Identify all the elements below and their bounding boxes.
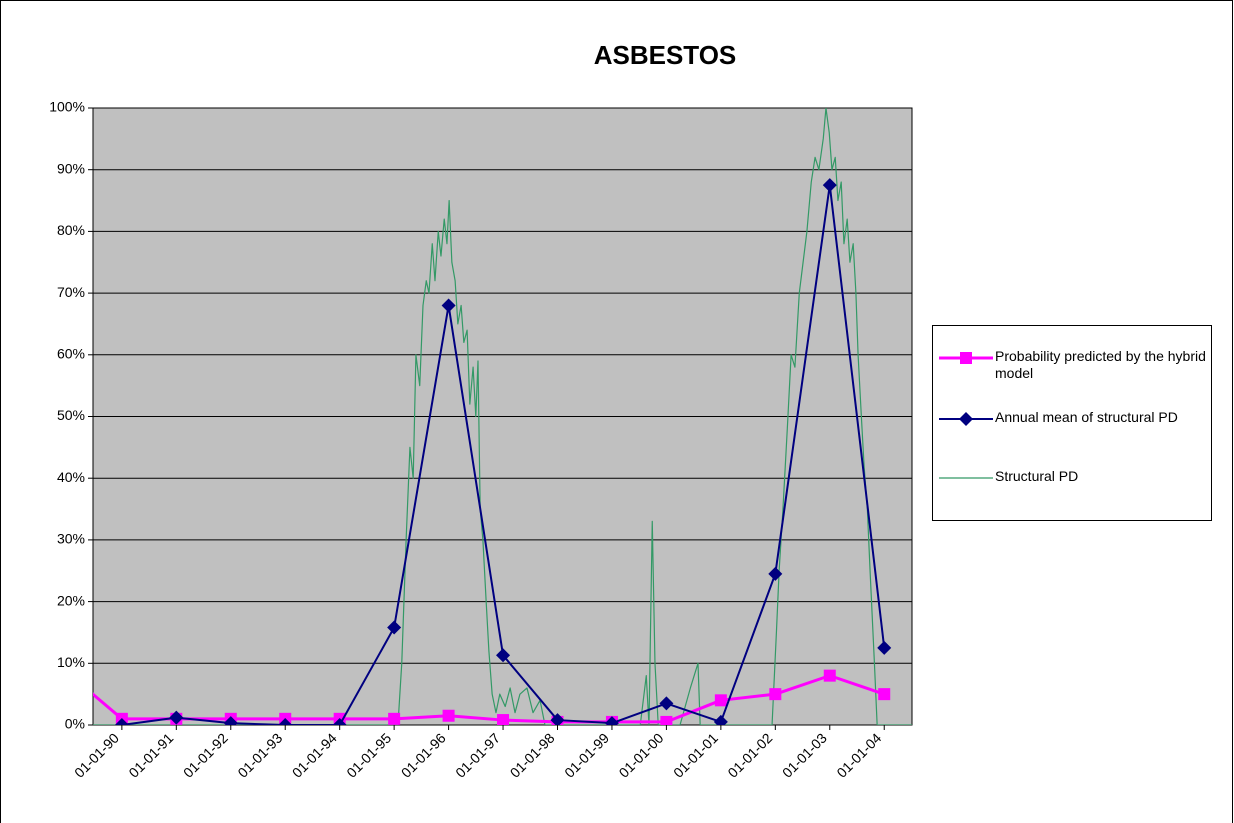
marker	[877, 640, 892, 655]
marker	[278, 718, 293, 725]
marker	[442, 709, 455, 722]
series-line	[93, 108, 912, 725]
legend: Probability predicted by the hybrid mode…	[932, 325, 1212, 521]
y-tick-label: 0%	[65, 716, 85, 732]
marker	[441, 298, 456, 313]
y-tick-label: 70%	[57, 284, 85, 300]
y-tick-label: 80%	[57, 222, 85, 238]
legend-item: Annual mean of structural PD	[933, 409, 1213, 449]
marker	[332, 718, 347, 725]
series-line	[93, 674, 885, 724]
marker	[387, 620, 402, 635]
marker	[714, 694, 727, 707]
marker	[169, 710, 184, 725]
legend-swatch	[939, 412, 993, 426]
marker	[388, 712, 401, 725]
legend-swatch	[939, 477, 993, 479]
y-tick-label: 10%	[57, 654, 85, 670]
y-tick-label: 30%	[57, 531, 85, 547]
legend-item: Structural PD	[933, 468, 1213, 508]
y-tick-label: 100%	[49, 99, 85, 115]
marker	[822, 178, 837, 193]
marker	[659, 696, 674, 711]
marker	[769, 688, 782, 701]
legend-marker	[960, 352, 972, 364]
y-tick-label: 50%	[57, 407, 85, 423]
marker	[223, 716, 238, 725]
legend-marker	[959, 412, 973, 426]
marker	[604, 716, 619, 725]
marker	[660, 715, 673, 725]
y-tick-label: 90%	[57, 160, 85, 176]
marker	[550, 713, 565, 725]
y-tick-label: 60%	[57, 346, 85, 362]
legend-item: Probability predicted by the hybrid mode…	[933, 348, 1213, 388]
marker	[496, 648, 511, 663]
marker	[823, 669, 836, 682]
marker	[497, 714, 510, 725]
legend-label: Annual mean of structural PD	[995, 409, 1178, 425]
marker	[114, 718, 129, 725]
chart-title: ASBESTOS	[594, 40, 737, 70]
legend-label: Probability predicted by the hybrid mode…	[995, 348, 1206, 381]
plot-area: 0%10%20%30%40%50%60%70%80%90%100%01-01-9…	[49, 99, 913, 781]
y-tick-label: 40%	[57, 469, 85, 485]
marker	[878, 688, 891, 701]
legend-swatch	[939, 352, 993, 364]
marker	[713, 714, 728, 725]
series-layer	[93, 108, 912, 725]
y-tick-label: 20%	[57, 592, 85, 608]
legend-label: Structural PD	[995, 468, 1079, 484]
marker	[768, 566, 783, 581]
